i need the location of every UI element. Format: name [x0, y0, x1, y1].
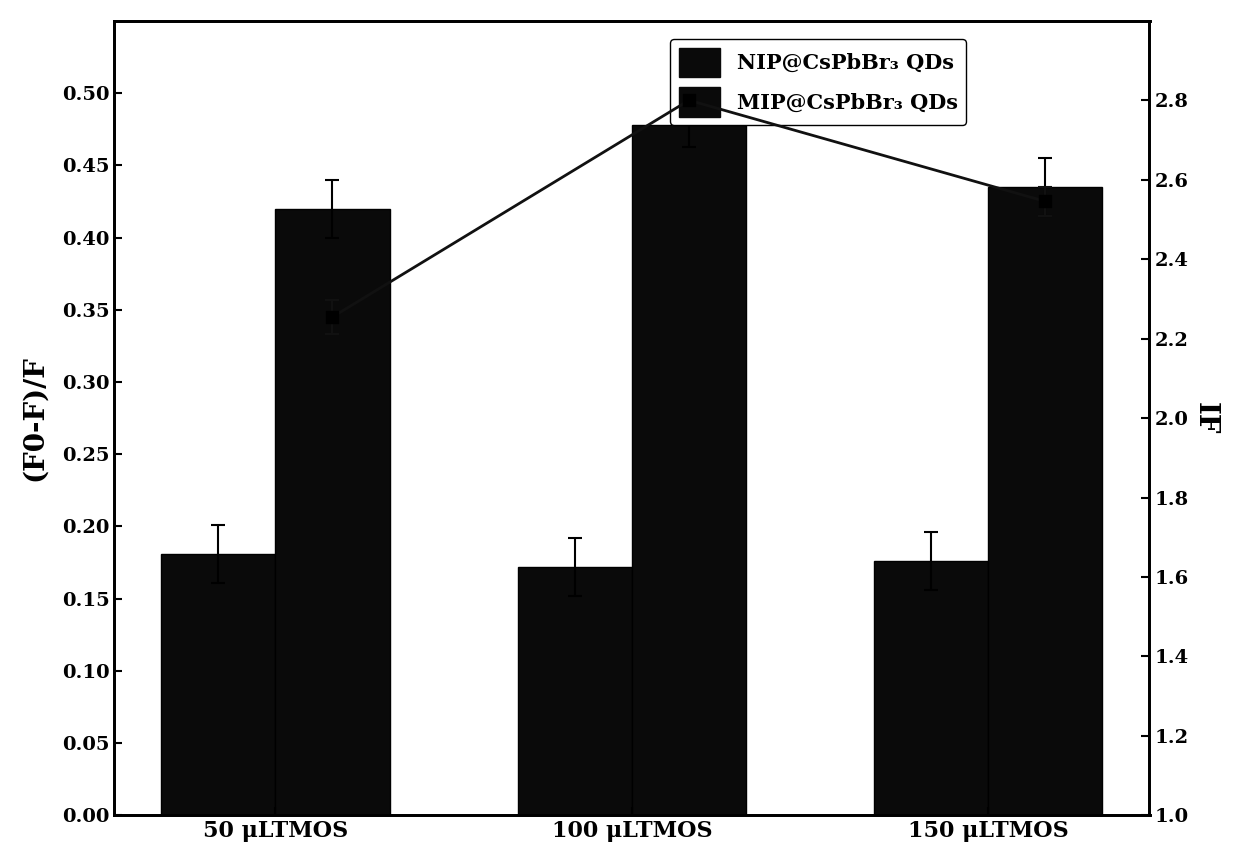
Bar: [275, 209, 389, 816]
Legend: NIP@CsPbBr₃ QDs, MIP@CsPbBr₃ QDs: NIP@CsPbBr₃ QDs, MIP@CsPbBr₃ QDs: [671, 39, 966, 125]
Y-axis label: IF: IF: [1192, 402, 1219, 434]
Bar: [988, 187, 1102, 816]
Bar: [874, 561, 988, 816]
Bar: [518, 567, 632, 816]
Y-axis label: (F0-F)/F: (F0-F)/F: [21, 356, 48, 481]
Bar: [161, 554, 275, 816]
Bar: [632, 125, 746, 816]
